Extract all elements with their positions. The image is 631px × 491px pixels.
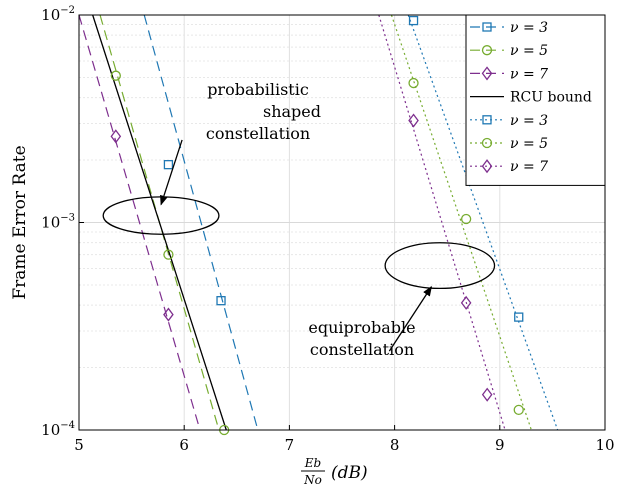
annotation-text: constellation bbox=[310, 340, 414, 359]
axis-ticks: 5 6 7 8 9 10 10−2 10−3 10−4 bbox=[41, 5, 614, 454]
circle-marker bbox=[460, 213, 472, 225]
x-tick-label: 9 bbox=[495, 436, 505, 454]
x-axis-label-numerator: Eb bbox=[304, 456, 321, 470]
circle-marker bbox=[513, 404, 524, 416]
diamond-marker bbox=[460, 295, 472, 310]
x-axis-label-unit: (dB) bbox=[331, 463, 368, 483]
legend: ν = 3 ν = 5 ν = 7 RCU bound ν = 3 ν = 5 ν = 7 bbox=[465, 14, 606, 186]
diamond-marker bbox=[481, 159, 493, 174]
y-axis-label: Frame Error Rate bbox=[10, 145, 30, 299]
x-tick-label: 8 bbox=[390, 436, 400, 454]
y-tick-label: 10−4 bbox=[41, 420, 75, 439]
legend-box bbox=[465, 14, 606, 186]
square-marker bbox=[408, 15, 419, 26]
series-line-probabilistic-3 bbox=[92, 14, 227, 431]
y-tick-label: 10−3 bbox=[41, 213, 75, 232]
diamond-marker bbox=[110, 129, 122, 144]
diamond-marker bbox=[481, 387, 493, 402]
annotation-arrow bbox=[388, 285, 432, 352]
diamond-marker bbox=[163, 307, 174, 322]
series-line-probabilistic-0 bbox=[143, 14, 259, 431]
legend-label: ν = 7 bbox=[510, 159, 548, 175]
series-line-equiprobable-6 bbox=[378, 14, 506, 431]
circle-marker bbox=[163, 249, 174, 260]
annotation-text: probabilistic bbox=[207, 80, 309, 99]
series-line-equiprobable-4 bbox=[407, 14, 559, 431]
diamond-marker bbox=[481, 66, 493, 81]
diamond-marker bbox=[408, 113, 419, 128]
annotation-text: shaped bbox=[263, 102, 321, 121]
x-tick-label: 7 bbox=[285, 436, 295, 454]
series-line-probabilistic-2 bbox=[78, 14, 201, 431]
x-axis-label: Eb No (dB) bbox=[301, 456, 368, 487]
square-marker bbox=[163, 160, 174, 170]
axis-labels: Frame Error Rate Eb No (dB) bbox=[10, 145, 368, 487]
annotation-ellipse bbox=[384, 242, 496, 290]
square-marker bbox=[514, 312, 524, 322]
x-tick-label: 5 bbox=[74, 436, 84, 454]
annotation-text: constellation bbox=[206, 124, 310, 143]
x-tick-label: 6 bbox=[179, 436, 189, 454]
square-marker bbox=[482, 115, 492, 125]
legend-label: ν = 3 bbox=[510, 20, 548, 36]
x-tick-label: 10 bbox=[595, 436, 614, 454]
annotations: probabilistic shaped constellation equiprob… bbox=[102, 80, 496, 359]
legend-label: RCU bound bbox=[510, 90, 592, 106]
square-marker bbox=[482, 22, 492, 32]
annotation-arrow bbox=[160, 139, 183, 206]
circle-marker bbox=[481, 137, 493, 149]
x-axis-label-denominator: No bbox=[303, 473, 322, 487]
legend-label: ν = 3 bbox=[510, 113, 548, 129]
circle-marker bbox=[481, 45, 493, 56]
legend-label: ν = 5 bbox=[510, 43, 548, 59]
square-marker bbox=[216, 296, 226, 306]
circle-marker bbox=[408, 77, 419, 89]
series-markers bbox=[110, 15, 524, 436]
circle-marker bbox=[110, 70, 121, 81]
legend-label: ν = 5 bbox=[510, 136, 548, 152]
legend-label: ν = 7 bbox=[510, 66, 548, 82]
y-tick-label: 10−2 bbox=[41, 5, 75, 24]
series-lines bbox=[78, 14, 559, 431]
annotation-text: equiprobable bbox=[308, 318, 415, 337]
